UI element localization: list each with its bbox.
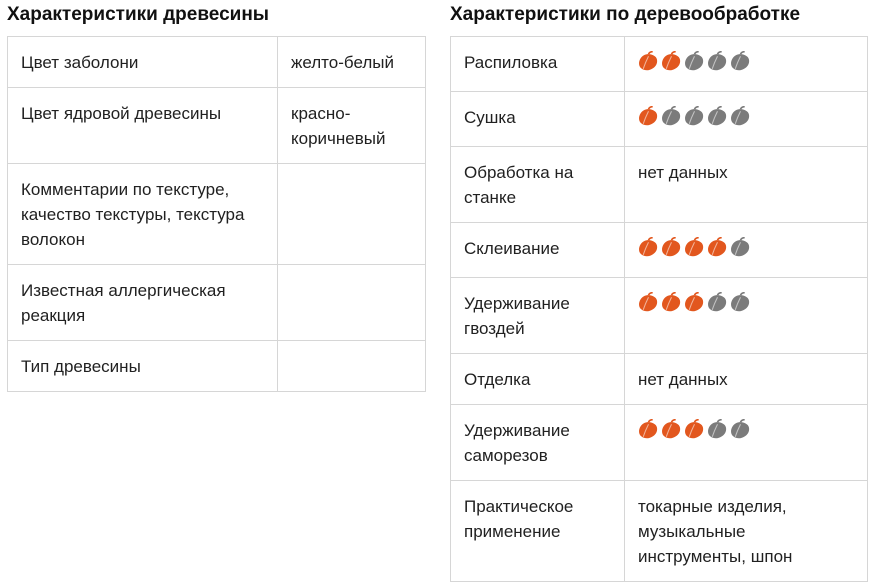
leaf-icon: [685, 106, 704, 126]
row-label: Сушка: [450, 91, 625, 147]
leaf-icon: [685, 237, 704, 257]
row-value: [624, 222, 868, 278]
wood-characteristics-title: Характеристики древесины: [7, 4, 270, 25]
row-label: Удерживание саморезов: [450, 404, 625, 481]
leaf-icon: [662, 106, 681, 126]
leaf-icon: [708, 51, 727, 71]
woodworking-characteristics-section: Характеристики по деревообработке Распил…: [450, 0, 868, 582]
table-row: Цвет ядровой древесины красно- коричневы…: [7, 87, 426, 164]
wood-characteristics-section: Характеристики древесины Цвет заболони ж…: [7, 0, 426, 392]
row-label: Склеивание: [450, 222, 625, 278]
leaf-icon: [685, 419, 704, 439]
leaf-icon: [662, 237, 681, 257]
row-label: Цвет ядровой древесины: [7, 87, 278, 164]
row-label: Распиловка: [450, 36, 625, 92]
leaf-icon: [731, 51, 750, 71]
leaf-icon: [685, 51, 704, 71]
table-row: Сушка: [450, 91, 868, 147]
row-value: желто-белый: [277, 36, 426, 88]
leaf-icon: [639, 106, 658, 126]
table-row: Цвет заболони желто-белый: [7, 36, 426, 88]
leaf-icon: [639, 51, 658, 71]
row-value: [624, 404, 868, 481]
table-row: Известная аллергическая реакция: [7, 264, 426, 341]
row-value: [277, 163, 426, 265]
rating-leaves: [638, 419, 751, 440]
leaf-icon: [639, 292, 658, 312]
row-label: Тип древесины: [7, 340, 278, 392]
row-label: Цвет заболони: [7, 36, 278, 88]
rating-leaves: [638, 237, 751, 258]
row-value: [624, 277, 868, 354]
rating-leaves: [638, 106, 751, 127]
leaf-icon: [708, 237, 727, 257]
leaf-icon: [731, 292, 750, 312]
table-row: Распиловка: [450, 36, 868, 92]
table-row: Склеивание: [450, 222, 868, 278]
table-row: Удерживание гвоздей: [450, 277, 868, 354]
rating-leaves: [638, 292, 751, 313]
leaf-icon: [662, 292, 681, 312]
leaf-icon: [731, 419, 750, 439]
row-value: токарные изделия, музыкальные инструмент…: [624, 480, 868, 582]
leaf-icon: [639, 419, 658, 439]
table-row: Практическое применение токарные изделия…: [450, 480, 868, 582]
woodworking-characteristics-title: Характеристики по деревообработке: [450, 4, 801, 25]
row-value: [277, 340, 426, 392]
leaf-icon: [731, 106, 750, 126]
row-value: [277, 264, 426, 341]
leaf-icon: [639, 237, 658, 257]
leaf-icon: [708, 106, 727, 126]
leaf-icon: [708, 292, 727, 312]
row-label: Обработка на станке: [450, 146, 625, 223]
leaf-icon: [731, 237, 750, 257]
row-value: [624, 91, 868, 147]
leaf-icon: [708, 419, 727, 439]
rating-leaves: [638, 51, 751, 72]
table-row: Отделка нет данных: [450, 353, 868, 405]
row-label: Комментарии по текстуре, качество тексту…: [7, 163, 278, 265]
woodworking-characteristics-table: Распиловка Сушка Обработка на станке нет…: [450, 36, 868, 582]
leaf-icon: [662, 419, 681, 439]
leaf-icon: [685, 292, 704, 312]
row-value: [624, 36, 868, 92]
row-label: Отделка: [450, 353, 625, 405]
row-value: нет данных: [624, 146, 868, 223]
row-label: Практическое применение: [450, 480, 625, 582]
row-value: нет данных: [624, 353, 868, 405]
table-row: Удерживание саморезов: [450, 404, 868, 481]
row-label: Удерживание гвоздей: [450, 277, 625, 354]
table-row: Комментарии по текстуре, качество тексту…: [7, 163, 426, 265]
leaf-icon: [662, 51, 681, 71]
row-value: красно- коричневый: [277, 87, 426, 164]
row-label: Известная аллергическая реакция: [7, 264, 278, 341]
table-row: Тип древесины: [7, 340, 426, 392]
wood-characteristics-table: Цвет заболони желто-белый Цвет ядровой д…: [7, 36, 426, 392]
table-row: Обработка на станке нет данных: [450, 146, 868, 223]
